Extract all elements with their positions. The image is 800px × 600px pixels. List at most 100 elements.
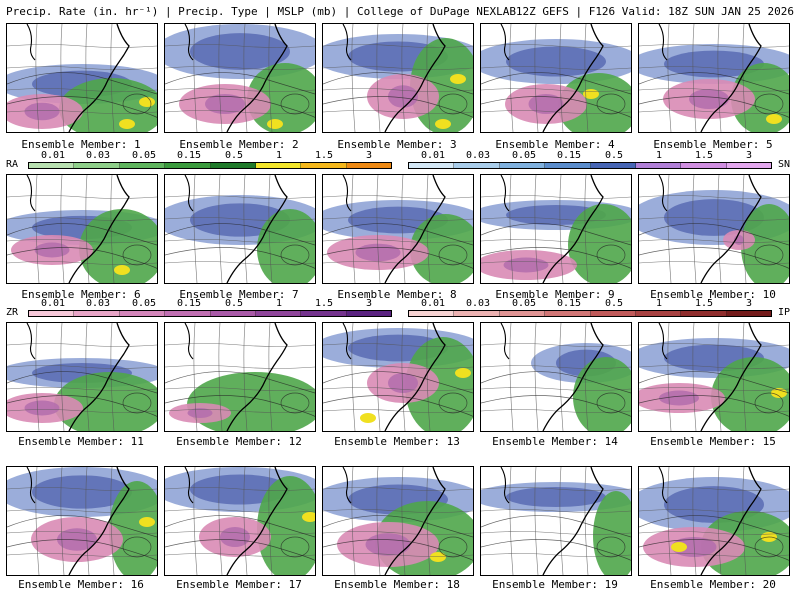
legend-swatch <box>681 311 727 316</box>
map-panel-3 <box>322 23 474 133</box>
map-panel-12 <box>164 322 316 432</box>
legend-swatch <box>301 311 347 316</box>
legend-ip-tick: 3 <box>745 298 753 309</box>
title-right: 12Z GEFS | F126 Valid: 18Z SUN JAN 25 20… <box>515 5 794 18</box>
legend-swatch <box>499 311 546 316</box>
legend-swatch <box>499 163 546 168</box>
map-panel-15 <box>638 322 790 432</box>
panel-caption-4: Ensemble Member: 4 <box>495 138 615 151</box>
legend-rain-tick: 1.5 <box>314 150 334 161</box>
legend-swatch <box>726 311 771 316</box>
map-panel-10 <box>638 174 790 284</box>
legend-swatch <box>119 311 166 316</box>
legend-rain-label: RA <box>6 159 19 170</box>
legend-zr-tick: 0.03 <box>85 298 111 309</box>
legend-snow-tick: 0.01 <box>420 150 446 161</box>
precip-map <box>7 323 157 431</box>
panel-caption-8: Ensemble Member: 8 <box>337 288 457 301</box>
legend-swatch <box>210 311 256 316</box>
panel-caption-13: Ensemble Member: 13 <box>334 435 460 448</box>
map-panel-5 <box>638 23 790 133</box>
legend-swatch <box>346 163 391 168</box>
legend-snow-colorbar <box>408 162 772 169</box>
legend-swatch <box>635 163 682 168</box>
legend-rain-ticks: 0.01 0.03 0.05 0.15 0.5 1 1.5 3 <box>28 150 392 161</box>
map-panel-16 <box>6 466 158 576</box>
legend-swatch <box>255 163 302 168</box>
panel-caption-14: Ensemble Member: 14 <box>492 435 618 448</box>
legend-snow-tick: 1 <box>655 150 663 161</box>
precip-map <box>481 175 631 283</box>
map-panel-19 <box>480 466 632 576</box>
panel-caption-3: Ensemble Member: 3 <box>337 138 457 151</box>
legend-swatch <box>346 311 391 316</box>
map-panel-11 <box>6 322 158 432</box>
panel-caption-5: Ensemble Member: 5 <box>653 138 773 151</box>
legend-swatch <box>590 163 636 168</box>
precip-map <box>639 175 789 283</box>
legend-swatch <box>409 163 455 168</box>
legend-rain-tick: 0.5 <box>224 150 244 161</box>
precip-map <box>639 467 789 575</box>
panel-caption-15: Ensemble Member: 15 <box>650 435 776 448</box>
legend-swatch <box>590 311 636 316</box>
panel-caption-18: Ensemble Member: 18 <box>334 578 460 591</box>
precip-map <box>7 24 157 132</box>
legend-zr-tick: 3 <box>365 298 373 309</box>
legend-zr-tick: 0.5 <box>224 298 244 309</box>
map-panel-14 <box>480 322 632 432</box>
legend-swatch <box>165 163 211 168</box>
panel-caption-19: Ensemble Member: 19 <box>492 578 618 591</box>
legend-zr-label: ZR <box>6 307 19 318</box>
legend-rain-tick: 1 <box>275 150 283 161</box>
map-panel-4 <box>480 23 632 133</box>
legend-snow-tick: 1.5 <box>694 150 714 161</box>
legend-ip-colorbar <box>408 310 772 317</box>
panel-caption-12: Ensemble Member: 12 <box>176 435 302 448</box>
precip-map <box>639 24 789 132</box>
legend-swatch <box>635 311 682 316</box>
legend-snow-tick: 0.05 <box>511 150 537 161</box>
legend-swatch <box>74 163 120 168</box>
panel-caption-17: Ensemble Member: 17 <box>176 578 302 591</box>
precip-map <box>639 323 789 431</box>
panel-caption-7: Ensemble Member: 7 <box>179 288 299 301</box>
panel-caption-20: Ensemble Member: 20 <box>650 578 776 591</box>
map-panel-9 <box>480 174 632 284</box>
legend-swatch <box>74 311 120 316</box>
legend-freezing-ice: ZR 0.01 0.03 0.05 0.15 0.5 1 1.5 3 0.01 … <box>0 298 800 318</box>
precip-map <box>323 323 473 431</box>
panel-caption-6: Ensemble Member: 6 <box>21 288 141 301</box>
precip-map <box>165 175 315 283</box>
map-panel-8 <box>322 174 474 284</box>
legend-rain-snow: RA 0.01 0.03 0.05 0.15 0.5 1 1.5 3 0.01 … <box>0 150 800 170</box>
legend-rain-tick: 0.01 <box>40 150 66 161</box>
panel-caption-11: Ensemble Member: 11 <box>18 435 144 448</box>
map-panel-13 <box>322 322 474 432</box>
legend-zr-tick: 0.05 <box>131 298 157 309</box>
panel-caption-16: Ensemble Member: 16 <box>18 578 144 591</box>
precip-map <box>165 467 315 575</box>
legend-snow-label: SN <box>778 159 791 170</box>
legend-ip-tick: 0.03 <box>465 298 491 309</box>
map-panel-7 <box>164 174 316 284</box>
panel-caption-2: Ensemble Member: 2 <box>179 138 299 151</box>
legend-snow-tick: 0.03 <box>465 150 491 161</box>
legend-zr-tick: 0.01 <box>40 298 66 309</box>
legend-zr-tick: 1 <box>275 298 283 309</box>
precip-map <box>481 323 631 431</box>
legend-ip-tick: 0.01 <box>420 298 446 309</box>
legend-swatch <box>545 163 591 168</box>
legend-zr-tick: 1.5 <box>314 298 334 309</box>
legend-snow-tick: 0.15 <box>556 150 582 161</box>
legend-ip-tick: 0.15 <box>556 298 582 309</box>
precip-map <box>7 467 157 575</box>
legend-swatch <box>454 163 500 168</box>
legend-rain-tick: 0.05 <box>131 150 157 161</box>
legend-ip-label: IP <box>778 307 791 318</box>
panel-caption-1: Ensemble Member: 1 <box>21 138 141 151</box>
precip-map <box>323 175 473 283</box>
panel-caption-9: Ensemble Member: 9 <box>495 288 615 301</box>
title-left: Precip. Rate (in. hr⁻¹) | Precip. Type |… <box>6 5 516 18</box>
legend-swatch <box>29 311 75 316</box>
